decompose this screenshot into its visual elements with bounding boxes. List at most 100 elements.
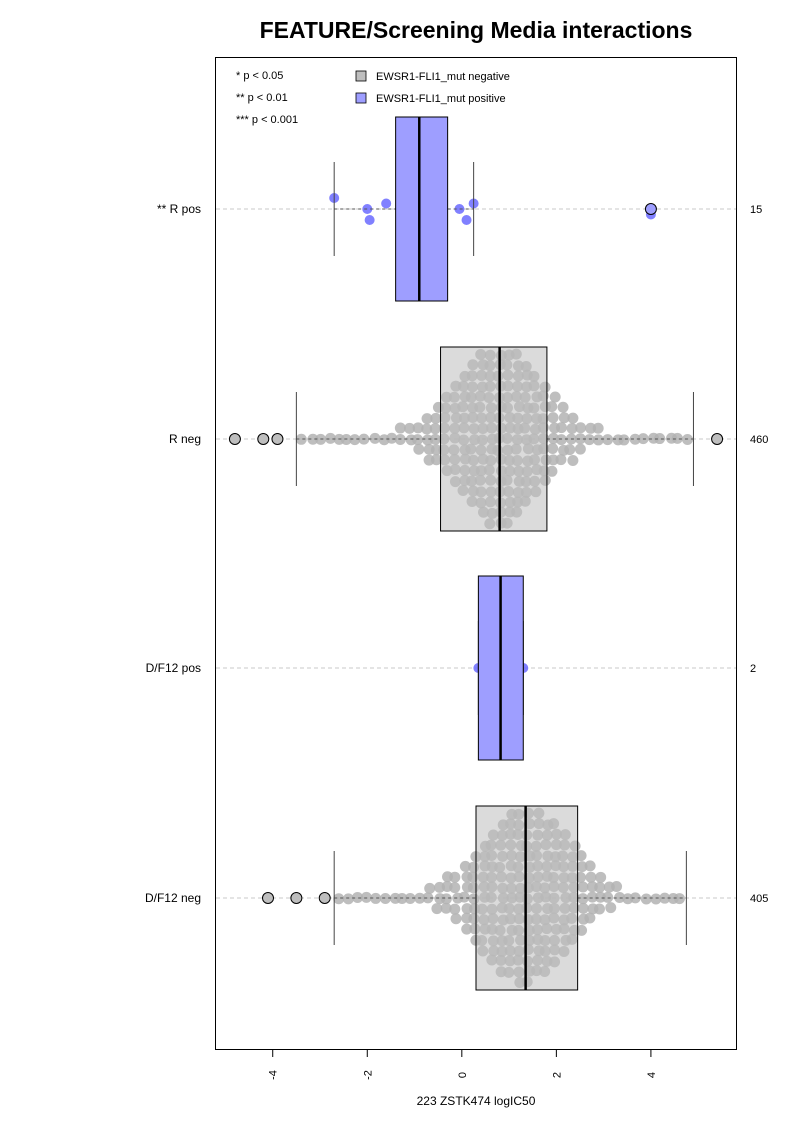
data-point	[584, 912, 596, 924]
data-point	[555, 422, 567, 434]
legend-swatch-positive	[355, 92, 367, 104]
boxes-layer	[228, 116, 724, 991]
outlier-point	[644, 203, 657, 215]
data-point	[555, 434, 567, 446]
legend-swatch-negative	[355, 70, 367, 82]
data-point	[602, 891, 614, 903]
chart-title: FEATURE/Screening Media interactions	[260, 17, 693, 43]
legend-label-negative: EWSR1-FLI1_mut negative	[376, 71, 510, 83]
data-point	[412, 422, 424, 434]
data-point	[611, 881, 623, 893]
data-point	[673, 893, 685, 905]
data-point	[324, 432, 336, 444]
data-point	[681, 434, 693, 446]
data-point	[364, 215, 375, 225]
data-point	[421, 423, 433, 435]
data-point	[424, 882, 436, 894]
outlier-point	[318, 892, 331, 904]
data-point	[450, 913, 462, 925]
data-point	[567, 455, 579, 467]
data-point	[342, 893, 354, 905]
data-point	[546, 465, 558, 477]
data-point	[386, 432, 398, 444]
data-point	[602, 434, 614, 446]
sig-legend-3: *** p < 0.001	[236, 114, 298, 126]
data-point	[592, 422, 604, 434]
data-point	[547, 454, 559, 466]
data-point	[567, 412, 579, 424]
data-point	[614, 891, 626, 903]
data-point	[546, 401, 558, 413]
grid-lines	[216, 208, 736, 899]
sig-legend-2: ** p < 0.01	[236, 92, 288, 104]
data-point	[547, 412, 559, 424]
outlier-point	[257, 433, 270, 445]
data-point	[577, 893, 589, 905]
data-point	[295, 433, 307, 445]
data-point	[370, 892, 382, 904]
data-point	[429, 423, 441, 435]
data-point	[449, 871, 461, 883]
data-point	[576, 861, 588, 873]
data-point	[352, 891, 364, 903]
data-point	[430, 454, 442, 466]
data-point	[577, 881, 589, 893]
data-point	[461, 215, 472, 225]
data-point	[422, 892, 434, 904]
data-point	[421, 413, 433, 425]
data-point	[605, 902, 617, 914]
x-tick-label: 4	[646, 1072, 658, 1078]
data-point	[440, 902, 452, 914]
data-point	[629, 433, 641, 445]
data-point	[461, 923, 473, 935]
data-point	[576, 924, 588, 936]
data-point	[547, 443, 559, 455]
data-point	[659, 892, 671, 904]
data-point	[360, 891, 372, 903]
data-point	[557, 401, 569, 413]
x-tick-label: -2	[362, 1070, 374, 1080]
data-point	[555, 454, 567, 466]
group-label: R neg	[169, 432, 201, 446]
data-point	[362, 204, 373, 214]
x-tick-label: -4	[268, 1070, 280, 1080]
data-point	[650, 893, 662, 905]
data-point	[458, 891, 470, 903]
data-point	[379, 892, 391, 904]
data-point	[566, 422, 578, 434]
data-point	[618, 434, 630, 446]
outlier-point	[290, 892, 303, 904]
data-point	[629, 892, 641, 904]
data-point	[558, 412, 570, 424]
data-point	[333, 893, 345, 905]
data-point	[449, 903, 461, 915]
group-count: 460	[750, 434, 768, 446]
data-point	[349, 434, 361, 446]
group-count: 405	[750, 893, 768, 905]
outlier-point	[262, 892, 274, 904]
data-point	[575, 422, 587, 434]
data-point	[577, 902, 589, 914]
labels-layer: -4 -2 0 2 4 ** R pos 15 R neg 460 D/F12 pos 2 D/F12…	[145, 202, 768, 1080]
group-label: D/F12 neg	[145, 891, 201, 905]
data-point	[586, 891, 598, 903]
data-point	[307, 433, 319, 445]
data-point	[404, 892, 416, 904]
outlier-point	[228, 433, 241, 445]
data-point	[440, 893, 452, 905]
x-axis-label: 223 ZSTK474 logIC50	[417, 1094, 536, 1108]
data-point	[459, 860, 471, 872]
data-point	[369, 432, 381, 444]
box	[440, 346, 548, 532]
data-point	[454, 204, 465, 214]
data-point	[574, 443, 586, 455]
x-tick-label: 0	[457, 1072, 469, 1078]
outlier-point	[271, 433, 284, 445]
data-point	[671, 432, 683, 444]
data-point	[593, 903, 605, 915]
data-point	[549, 391, 561, 403]
box	[395, 116, 449, 302]
outlier-point	[711, 433, 724, 445]
data-point	[396, 893, 408, 905]
